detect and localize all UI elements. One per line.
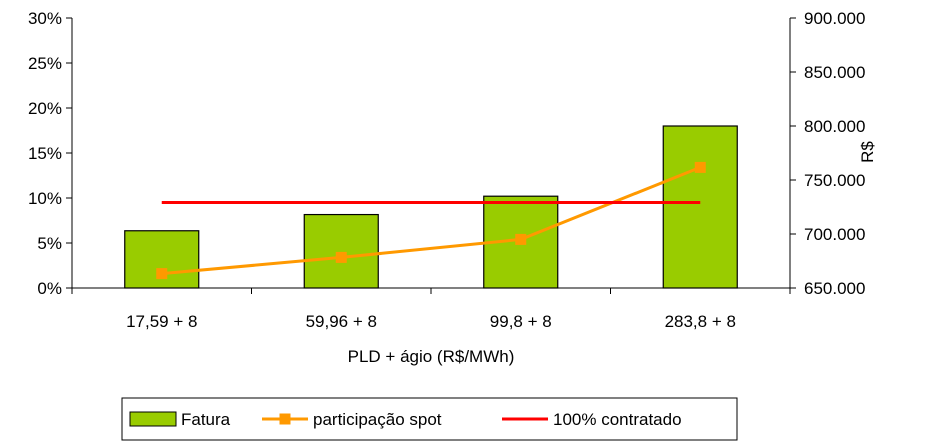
- y-right-tick-label: 900.000: [804, 9, 865, 28]
- y-right-axis-title: R$: [858, 141, 877, 163]
- marker-participacao-spot: [156, 268, 168, 280]
- marker-participacao-spot: [694, 161, 706, 173]
- y-left-tick-label: 0%: [37, 279, 62, 298]
- y-left-tick-label: 15%: [28, 144, 62, 163]
- legend: Fatura participação spot 100% contratado: [121, 397, 738, 441]
- y-right-tick-label: 850.000: [804, 63, 865, 82]
- line-participacao-spot: [161, 166, 701, 276]
- axes-layer: [66, 17, 796, 294]
- y-left-tick-label: 5%: [37, 234, 62, 253]
- bar-fatura: [303, 213, 379, 289]
- x-tick-label: 99,8 + 8: [490, 312, 552, 331]
- y-left-tick-label: 20%: [28, 99, 62, 118]
- legend-swatch-fatura: [129, 411, 177, 427]
- lines-layer: [156, 161, 706, 280]
- y-right-tick-label: 750.000: [804, 171, 865, 190]
- x-tick-label: 283,8 + 8: [665, 312, 736, 331]
- legend-label-fatura: Fatura: [181, 410, 231, 429]
- bar-fatura: [662, 125, 738, 289]
- x-tick-label: 17,59 + 8: [126, 312, 197, 331]
- y-right-tick-label: 650.000: [804, 279, 865, 298]
- legend-label-participacao-spot: participação spot: [313, 410, 442, 429]
- y-left-tick-label: 25%: [28, 54, 62, 73]
- marker-participacao-spot: [515, 233, 527, 245]
- legend-marker-participacao-spot: [279, 413, 291, 425]
- x-axis-title: PLD + ágio (R$/MWh): [348, 347, 515, 366]
- marker-participacao-spot: [335, 251, 347, 263]
- bars-layer: [124, 125, 738, 289]
- bar-fatura: [124, 230, 200, 289]
- y-left-tick-label: 30%: [28, 9, 62, 28]
- x-tick-label: 59,96 + 8: [306, 312, 377, 331]
- y-right-tick-label: 800.000: [804, 117, 865, 136]
- legend-label-100-contratado: 100% contratado: [553, 410, 682, 429]
- legend-box: [121, 397, 738, 441]
- labels-layer: 0% 5% 10% 15% 20% 25% 30% 650.000 700.000 750.000…: [28, 9, 865, 331]
- y-left-tick-label: 10%: [28, 189, 62, 208]
- y-right-tick-label: 700.000: [804, 225, 865, 244]
